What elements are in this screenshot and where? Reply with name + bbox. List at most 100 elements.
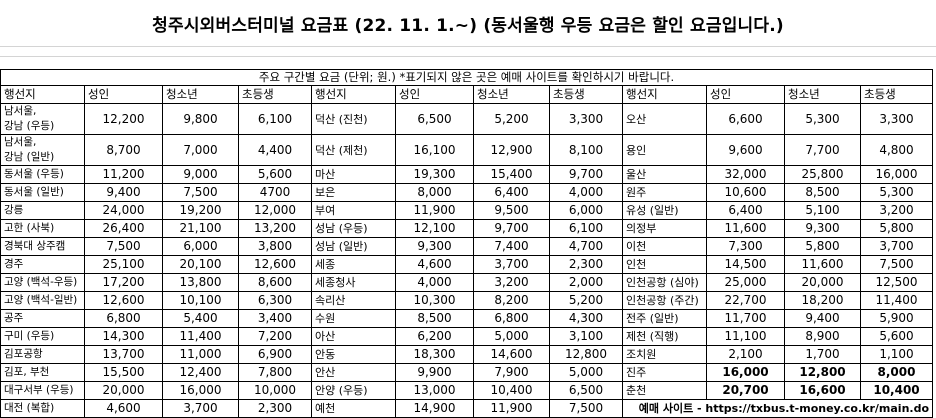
destination-cell: 인천공항 (심야): [622, 273, 707, 292]
child-fare: 2,000: [549, 273, 623, 292]
child-fare: 12,000: [238, 201, 312, 220]
table-row: 구미 (우등) 14,300 11,400 7,200 아산 6,200 5,000 3,10…: [0, 327, 934, 346]
child-fare: 4,800: [859, 134, 934, 166]
child-fare: 3,300: [549, 103, 623, 135]
adult-fare: 12,600: [84, 291, 163, 310]
youth-fare: 18,200: [784, 291, 861, 310]
table-row: 대구서부 (우등) 20,000 16,000 10,000 안양 (우등) 13,000…: [0, 381, 934, 400]
destination-cell: 남서울, 강남 (우등): [0, 103, 85, 135]
child-fare: 7,200: [238, 327, 312, 346]
child-fare: 7,500: [549, 399, 623, 418]
adult-fare: 16,100: [395, 134, 474, 166]
destination-cell: 속리산: [311, 291, 396, 310]
destination-cell: 고양 (백석-우등): [0, 273, 85, 292]
youth-fare: 15,400: [473, 165, 550, 184]
youth-fare: 8,900: [784, 327, 861, 346]
destination-cell: 안양 (우등): [311, 381, 396, 400]
header-child: 초등생: [549, 85, 623, 104]
youth-fare: 7,000: [162, 134, 239, 166]
youth-fare: 11,600: [784, 255, 861, 274]
adult-fare: 25,000: [706, 273, 785, 292]
child-fare: 2,300: [238, 399, 312, 418]
table-row: 고양 (백석-일반) 12,600 10,100 6,300 속리산 10,300 8,20…: [0, 291, 934, 310]
adult-fare: 8,000: [395, 183, 474, 202]
destination-cell: 공주: [0, 309, 85, 328]
youth-fare: 3,200: [473, 273, 550, 292]
youth-fare: 12,800: [784, 363, 861, 382]
child-fare: 4,000: [549, 183, 623, 202]
child-fare: 13,200: [238, 219, 312, 238]
youth-fare: 14,600: [473, 345, 550, 364]
youth-fare: 20,000: [784, 273, 861, 292]
child-fare: 8,100: [549, 134, 623, 166]
adult-fare: 22,700: [706, 291, 785, 310]
adult-fare: 12,200: [84, 103, 163, 135]
child-fare: 12,600: [238, 255, 312, 274]
destination-cell: 고한 (사북): [0, 219, 85, 238]
destination-cell: 김포, 부천: [0, 363, 85, 382]
youth-fare: 7,700: [784, 134, 861, 166]
header-youth: 청소년: [162, 85, 239, 104]
destination-cell: 보은: [311, 183, 396, 202]
child-fare: 2,300: [549, 255, 623, 274]
adult-fare: 14,900: [395, 399, 474, 418]
youth-fare: 19,200: [162, 201, 239, 220]
youth-fare: 8,500: [784, 183, 861, 202]
child-fare: 10,000: [238, 381, 312, 400]
child-fare: 6,900: [238, 345, 312, 364]
child-fare: 8,000: [859, 363, 934, 382]
destination-cell: 유성 (일반): [622, 201, 707, 220]
destination-cell: 덕산 (제천): [311, 134, 396, 166]
destination-cell: 대구서부 (우등): [0, 381, 85, 400]
destination-cell: 인천: [622, 255, 707, 274]
youth-fare: 9,500: [473, 201, 550, 220]
child-fare: 5,000: [549, 363, 623, 382]
adult-fare: 24,000: [84, 201, 163, 220]
adult-fare: 15,500: [84, 363, 163, 382]
adult-fare: 14,500: [706, 255, 785, 274]
youth-fare: 10,100: [162, 291, 239, 310]
child-fare: 7,500: [859, 255, 934, 274]
page-title: 청주시외버스터미널 요금표 (22. 11. 1.~) (동서울행 우등 요금은…: [0, 0, 936, 47]
child-fare: 12,800: [549, 345, 623, 364]
youth-fare: 6,000: [162, 237, 239, 256]
child-fare: 3,800: [238, 237, 312, 256]
child-fare: 5,200: [549, 291, 623, 310]
destination-cell: 안동: [311, 345, 396, 364]
child-fare: 6,100: [238, 103, 312, 135]
adult-fare: 6,200: [395, 327, 474, 346]
adult-fare: 8,500: [395, 309, 474, 328]
child-fare: 4700: [238, 183, 312, 202]
header-child: 초등생: [859, 85, 934, 104]
destination-cell: 대전 (복합): [0, 399, 85, 418]
child-fare: 11,400: [859, 291, 934, 310]
child-fare: 8,600: [238, 273, 312, 292]
table-row: 남서울, 강남 (일반) 8,700 7,000 4,400 덕산 (제천) 16…: [0, 134, 934, 166]
fare-notice: 주요 구간별 요금 (단위; 원.) *표기되지 않은 곳은 예매 사이트를 확…: [0, 69, 934, 86]
header-adult: 성인: [706, 85, 785, 104]
youth-fare: 5,300: [784, 103, 861, 135]
child-fare: 5,900: [859, 309, 934, 328]
child-fare: 10,400: [859, 381, 934, 400]
adult-fare: 32,000: [706, 165, 785, 184]
destination-cell: 경주: [0, 255, 85, 274]
child-fare: 6,500: [549, 381, 623, 400]
adult-fare: 16,000: [706, 363, 785, 382]
destination-cell: 김포공항: [0, 345, 85, 364]
table-row: 김포공항 13,700 11,000 6,900 안동 18,300 14,600 12,80…: [0, 345, 934, 364]
adult-fare: 13,700: [84, 345, 163, 364]
table-row: 경주 25,100 20,100 12,600 세종 4,600 3,700 2,300 인천 1…: [0, 255, 934, 274]
youth-fare: 12,900: [473, 134, 550, 166]
adult-fare: 20,000: [84, 381, 163, 400]
adult-fare: 14,300: [84, 327, 163, 346]
adult-fare: 9,300: [395, 237, 474, 256]
destination-line: 남서울,: [4, 136, 37, 148]
destination-cell: 동서울 (우등): [0, 165, 85, 184]
adult-fare: 11,200: [84, 165, 163, 184]
header-destination: 행선지: [622, 85, 707, 104]
youth-fare: 8,200: [473, 291, 550, 310]
destination-line: 강남 (일반): [4, 151, 55, 163]
child-fare: 9,700: [549, 165, 623, 184]
reservation-site-text: 예매 사이트 - https://txbus.t-money.co.kr/mai…: [621, 399, 934, 418]
youth-fare: 11,400: [162, 327, 239, 346]
